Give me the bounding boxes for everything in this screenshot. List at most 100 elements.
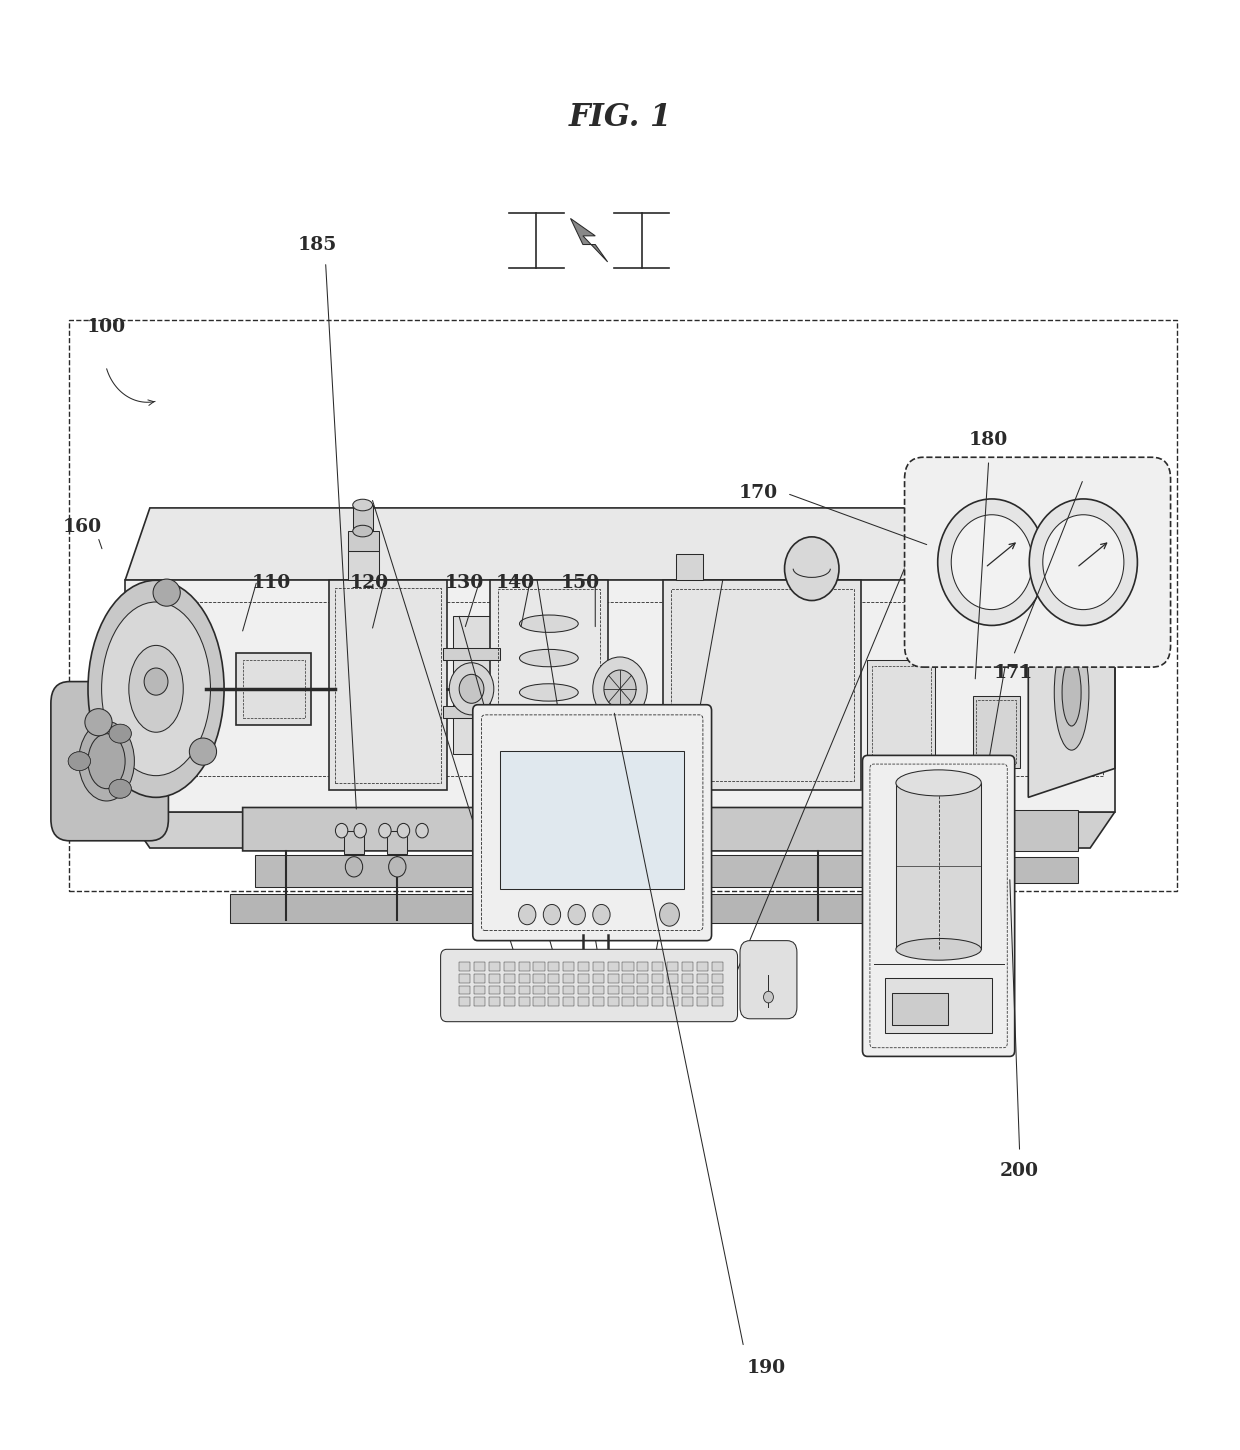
Text: 110: 110 [252,574,290,592]
Bar [667,986,678,995]
Bar [490,580,608,805]
Bar [459,986,470,995]
Text: 200: 200 [1001,1161,1039,1180]
Circle shape [593,905,610,925]
Bar [608,998,619,1006]
Circle shape [764,992,774,1003]
Bar [652,974,663,983]
Ellipse shape [78,722,134,800]
Bar [518,963,529,972]
Bar [578,974,589,983]
Polygon shape [125,507,1115,580]
Bar [972,696,1019,769]
Bar [489,986,500,995]
Bar [593,998,604,1006]
Bar [518,998,529,1006]
Ellipse shape [109,779,131,798]
Bar [637,963,649,972]
Bar [578,963,589,972]
Bar [503,974,515,983]
Bar [503,986,515,995]
Ellipse shape [352,499,372,510]
Bar [593,974,604,983]
Bar [873,666,930,777]
Ellipse shape [153,579,180,606]
Ellipse shape [144,668,167,695]
Text: 130: 130 [444,574,484,592]
Bar [868,660,935,783]
Bar [387,831,407,854]
Circle shape [378,824,391,838]
Bar [243,660,305,718]
Ellipse shape [109,779,131,798]
Ellipse shape [520,718,578,735]
Bar [622,974,634,983]
Circle shape [388,857,405,877]
FancyBboxPatch shape [863,755,1014,1057]
Ellipse shape [129,645,184,732]
Bar [237,652,311,725]
Circle shape [543,905,560,925]
Text: 190: 190 [746,1359,786,1376]
Ellipse shape [68,751,91,770]
Bar [897,783,981,950]
Bar [652,998,663,1006]
Bar [489,998,500,1006]
Bar [497,589,600,796]
Circle shape [353,824,366,838]
Bar [347,531,378,551]
Bar [474,974,485,983]
Ellipse shape [88,734,125,789]
Ellipse shape [520,650,578,667]
Bar [352,505,372,531]
Bar [443,648,500,660]
Ellipse shape [1054,635,1089,750]
Circle shape [518,905,536,925]
Circle shape [345,857,362,877]
Circle shape [1043,515,1123,609]
Bar [712,963,723,972]
Ellipse shape [352,525,372,536]
Bar [712,998,723,1006]
Bar [637,974,649,983]
Bar [622,986,634,995]
Text: 100: 100 [87,318,126,336]
Bar [459,963,470,972]
Circle shape [593,657,647,721]
Bar [343,831,363,854]
Bar [563,974,574,983]
Circle shape [785,536,839,600]
Bar [503,963,515,972]
Bar [459,998,470,1006]
Bar [697,998,708,1006]
Circle shape [449,663,494,715]
Ellipse shape [102,602,211,776]
FancyBboxPatch shape [51,682,169,841]
Bar [578,998,589,1006]
Bar [231,895,991,924]
Ellipse shape [897,938,981,960]
Circle shape [336,824,347,838]
Bar [608,974,619,983]
Text: 140: 140 [495,574,534,592]
Bar [489,974,500,983]
Bar [663,580,862,790]
Bar [330,580,446,790]
Bar [652,986,663,995]
Circle shape [660,903,680,927]
Bar [608,986,619,995]
Bar [474,963,485,972]
Bar [667,974,678,983]
Bar [682,974,693,983]
Bar [593,963,604,972]
Bar [608,963,619,972]
Bar [533,963,544,972]
Text: 120: 120 [350,574,388,592]
Bar [453,616,490,754]
Bar [893,993,947,1025]
Text: 171: 171 [993,664,1033,682]
Bar [500,751,684,889]
Bar [593,986,604,995]
Bar [622,963,634,972]
Bar [563,986,574,995]
